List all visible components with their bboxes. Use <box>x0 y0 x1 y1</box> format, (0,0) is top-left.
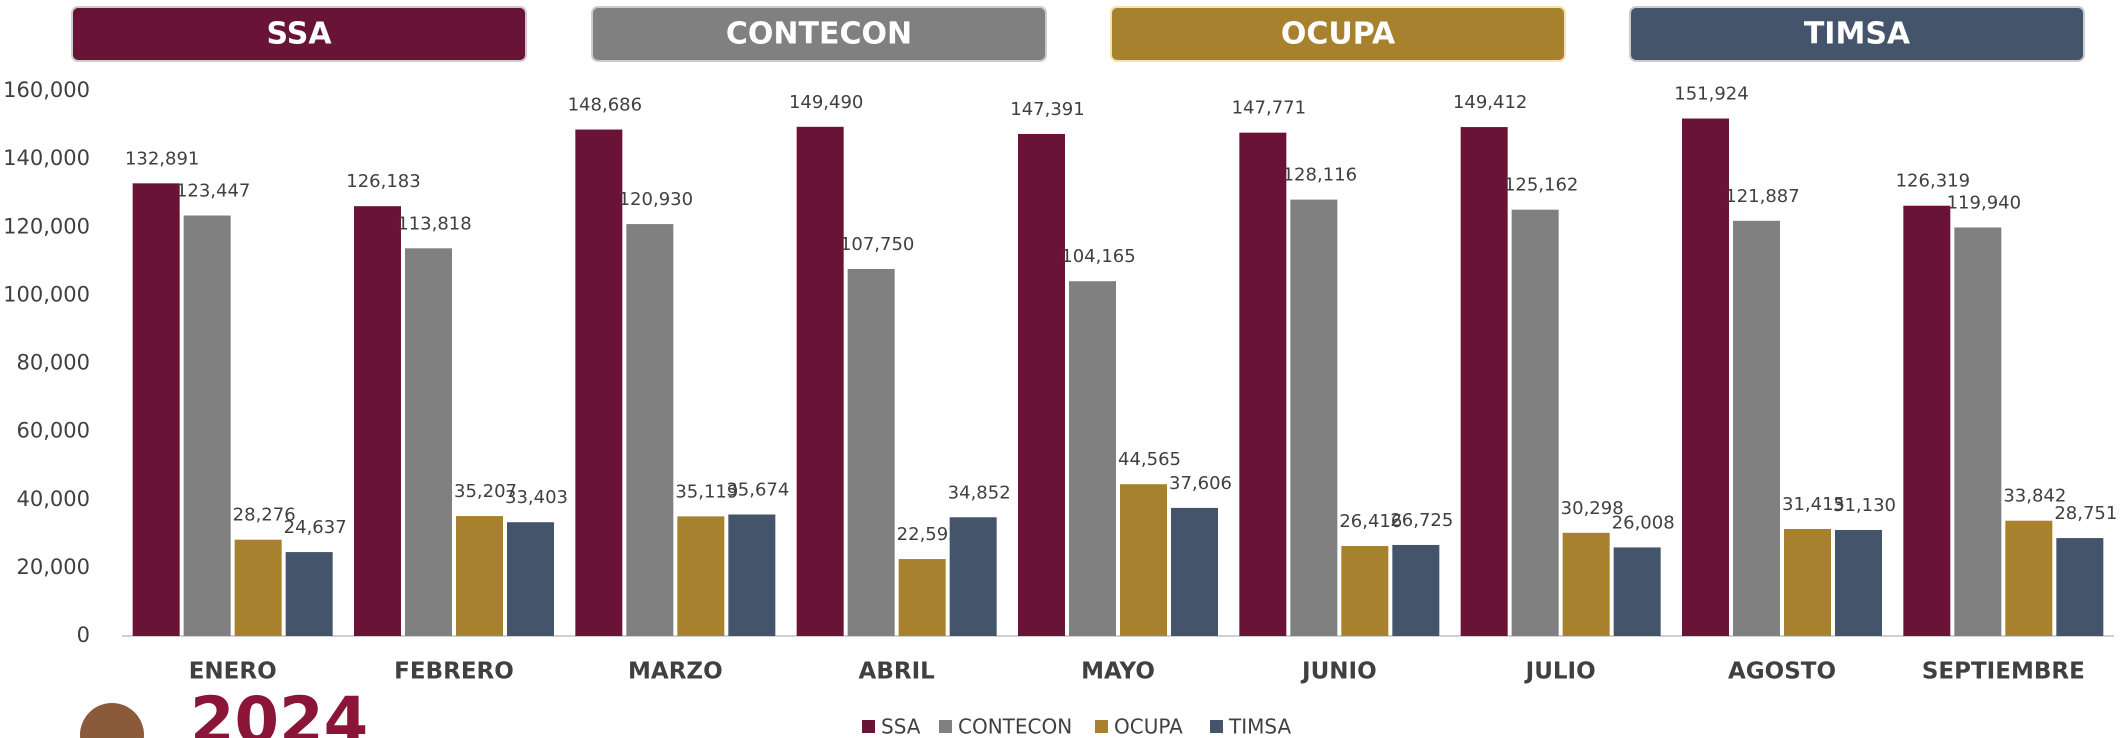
bar <box>507 522 554 636</box>
legend-label: CONTECON <box>958 715 1072 738</box>
value-label: 126,183 <box>346 171 420 192</box>
legend-label: TIMSA <box>1228 715 1291 738</box>
value-label: 34,852 <box>948 482 1011 503</box>
value-label: 128,116 <box>1283 165 1357 186</box>
chart: 2024 SSA CONTECON OCUPA TIMSA 0 20,000 40,000 6… <box>0 0 2125 738</box>
bar <box>1954 227 2001 636</box>
bar <box>626 224 673 636</box>
bar <box>1614 547 1661 636</box>
bar <box>848 269 895 636</box>
value-label: 26,008 <box>1612 512 1675 533</box>
legend-swatch <box>1095 720 1108 733</box>
value-label: 125,162 <box>1504 175 1578 196</box>
bar <box>1120 484 1167 636</box>
bar <box>797 127 844 636</box>
bar <box>1784 529 1831 636</box>
bar <box>2005 521 2052 636</box>
bar <box>184 216 231 636</box>
bar <box>133 183 180 636</box>
bar <box>1682 119 1729 636</box>
page: 2024 SSA CONTECON OCUPA TIMSA 0 20,000 40,000 6… <box>0 0 2125 738</box>
bar <box>1239 133 1286 636</box>
bar <box>456 516 503 636</box>
legend-swatch <box>862 720 875 733</box>
x-tick-label: MARZO <box>628 659 723 685</box>
header-label: SSA <box>266 17 332 52</box>
y-tick-label: 100,000 <box>3 282 90 306</box>
value-label: 26,725 <box>1390 510 1453 531</box>
logo-portrait <box>80 703 144 738</box>
value-label: 147,771 <box>1232 98 1306 119</box>
value-label: 113,818 <box>397 213 471 234</box>
header-label: OCUPA <box>1281 17 1396 52</box>
value-label: 37,606 <box>1169 473 1232 494</box>
bar <box>1512 210 1559 636</box>
value-label: 149,490 <box>789 92 863 113</box>
bar <box>1563 533 1610 636</box>
bar <box>575 130 622 636</box>
x-tick-label: FEBRERO <box>394 659 514 685</box>
bar <box>1903 206 1950 636</box>
x-tick-label: JUNIO <box>1300 659 1377 685</box>
value-label: 28,751 <box>2054 503 2117 524</box>
logo-text: 2024 <box>190 685 368 738</box>
value-label: 126,319 <box>1896 171 1970 192</box>
bar <box>677 516 724 636</box>
legend-label: SSA <box>881 715 921 738</box>
bar <box>950 517 997 636</box>
x-tick-label: ABRIL <box>859 659 936 685</box>
bar <box>899 559 946 636</box>
bar <box>1341 546 1388 636</box>
bar <box>1733 221 1780 636</box>
value-label: 24,637 <box>284 517 347 538</box>
value-label: 120,930 <box>619 189 693 210</box>
value-label: 148,686 <box>568 95 642 116</box>
value-label: 44,565 <box>1118 449 1181 470</box>
bar <box>405 248 452 636</box>
bar <box>1290 200 1337 636</box>
value-label: 107,750 <box>840 234 914 255</box>
bar <box>2056 538 2103 636</box>
value-label: 123,447 <box>176 181 250 202</box>
bar <box>1018 134 1065 636</box>
x-tick-label: JULIO <box>1524 659 1596 685</box>
value-label: 119,940 <box>1947 192 2021 213</box>
y-tick-label: 160,000 <box>3 78 90 102</box>
x-tick-label: MAYO <box>1081 659 1155 685</box>
value-label: 104,165 <box>1061 246 1135 267</box>
value-label: 147,391 <box>1010 99 1084 120</box>
bar <box>354 206 401 636</box>
value-label: 121,887 <box>1725 186 1799 207</box>
bar <box>286 552 333 636</box>
header-label: CONTECON <box>726 17 912 52</box>
bar <box>1069 281 1116 636</box>
y-tick-label: 40,000 <box>17 487 90 511</box>
legend-swatch <box>939 720 952 733</box>
value-label: 35,674 <box>726 479 789 500</box>
value-label: 31,130 <box>1833 495 1896 516</box>
bar <box>1835 530 1882 636</box>
y-tick-label: 140,000 <box>3 146 90 170</box>
bar <box>1171 508 1218 636</box>
value-label: 149,412 <box>1453 92 1527 113</box>
y-tick-label: 120,000 <box>3 214 90 238</box>
value-label: 151,924 <box>1674 84 1748 105</box>
header-label: TIMSA <box>1804 17 1911 52</box>
legend-swatch <box>1210 720 1223 733</box>
x-tick-label: SEPTIEMBRE <box>1922 659 2085 685</box>
y-tick-label: 80,000 <box>17 351 90 375</box>
bar <box>1461 127 1508 636</box>
y-tick-label: 0 <box>77 623 90 647</box>
y-tick-label: 20,000 <box>17 555 90 579</box>
value-label: 33,403 <box>505 487 568 508</box>
legend-label: OCUPA <box>1114 715 1183 738</box>
x-tick-label: AGOSTO <box>1728 659 1836 685</box>
bar <box>235 540 282 636</box>
bar <box>1392 545 1439 636</box>
bar <box>728 514 775 636</box>
y-tick-label: 60,000 <box>17 419 90 443</box>
value-label: 132,891 <box>125 148 199 169</box>
x-tick-label: ENERO <box>189 659 277 685</box>
